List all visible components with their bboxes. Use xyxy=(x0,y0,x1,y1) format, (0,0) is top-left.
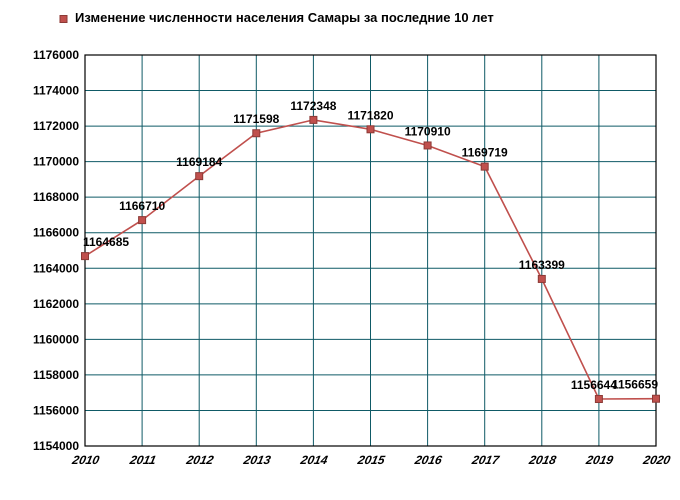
x-tick-label: 2013 xyxy=(241,453,272,467)
data-label: 1163399 xyxy=(519,258,565,272)
y-tick-label: 1164000 xyxy=(33,261,79,275)
y-tick-label: 1162000 xyxy=(33,297,79,311)
data-marker xyxy=(253,130,260,137)
data-marker xyxy=(538,275,545,282)
data-marker xyxy=(367,126,374,133)
data-label: 1169719 xyxy=(462,146,508,160)
data-label: 1171598 xyxy=(233,112,279,126)
data-label: 1170910 xyxy=(405,124,451,138)
population-chart: 1154000 1156000 1158000 1160000 1162000 11640… xyxy=(0,0,680,500)
chart-title: Изменение численности населения Самары з… xyxy=(75,10,494,25)
data-label: 1166710 xyxy=(119,199,165,213)
y-tick-label: 1174000 xyxy=(33,84,79,98)
x-tick-label: 2015 xyxy=(356,453,387,467)
data-marker xyxy=(139,217,146,224)
x-tick-label: 2016 xyxy=(413,453,444,467)
x-tick-label: 2020 xyxy=(641,453,672,467)
data-label: 1156659 xyxy=(612,378,658,392)
data-marker xyxy=(310,116,317,123)
y-tick-label: 1156000 xyxy=(33,403,79,417)
data-marker xyxy=(595,396,602,403)
x-tick-label: 2018 xyxy=(527,453,558,467)
y-tick-label: 1166000 xyxy=(33,226,79,240)
data-label: 1169184 xyxy=(176,155,222,169)
x-tick-label: 2012 xyxy=(184,453,215,467)
x-tick-label: 2014 xyxy=(298,453,329,467)
data-label: 1172348 xyxy=(290,99,336,113)
data-label: 1156644 xyxy=(571,378,617,392)
y-tick-label: 1168000 xyxy=(33,190,79,204)
chart-container: 1154000 1156000 1158000 1160000 1162000 11640… xyxy=(0,0,680,500)
x-tick-label: 2010 xyxy=(70,453,101,467)
y-tick-label: 1158000 xyxy=(33,368,79,382)
x-tick-label: 2017 xyxy=(470,453,502,467)
data-marker xyxy=(424,142,431,149)
chart-bg xyxy=(0,0,680,500)
x-tick-label: 2011 xyxy=(128,453,158,467)
data-label: 1164685 xyxy=(83,235,129,249)
data-marker xyxy=(481,163,488,170)
x-tick-label: 2019 xyxy=(584,453,615,467)
data-marker xyxy=(82,253,89,260)
legend-marker xyxy=(60,16,67,23)
y-tick-label: 1154000 xyxy=(33,439,79,453)
y-tick-label: 1160000 xyxy=(33,332,79,346)
data-label: 1171820 xyxy=(347,108,393,122)
y-tick-label: 1176000 xyxy=(33,48,79,62)
data-marker xyxy=(653,395,660,402)
data-marker xyxy=(196,173,203,180)
y-tick-label: 1170000 xyxy=(33,155,79,169)
legend: Изменение численности населения Самары з… xyxy=(60,10,494,25)
y-tick-label: 1172000 xyxy=(33,119,79,133)
